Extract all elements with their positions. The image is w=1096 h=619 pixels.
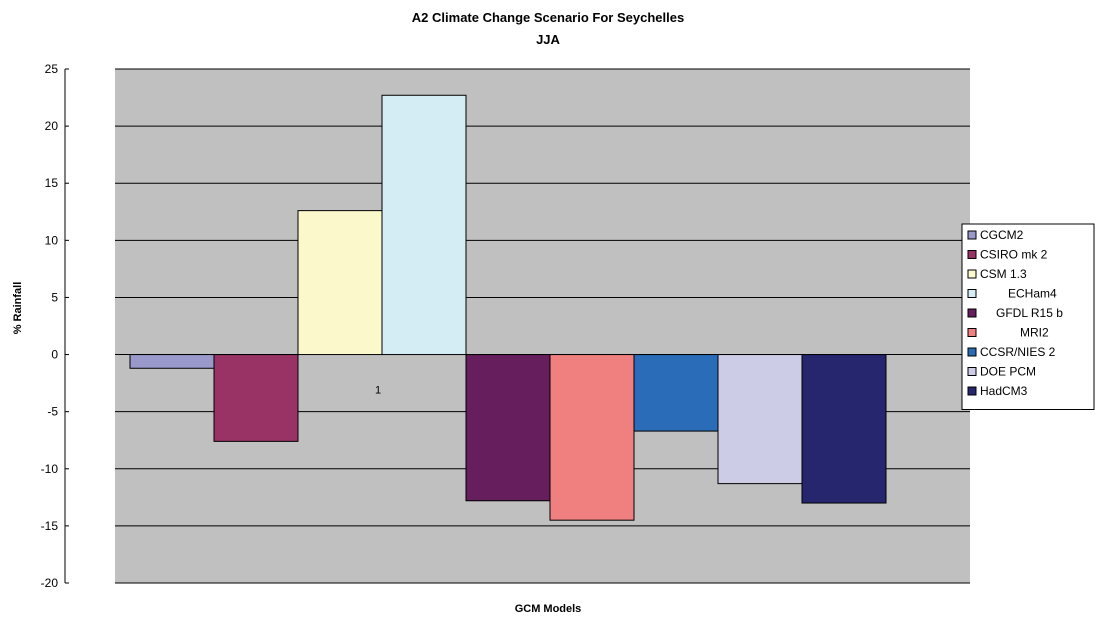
y-tick-label: -15 — [41, 519, 59, 533]
legend-swatch — [967, 250, 977, 259]
bar-csiro-mk-2 — [213, 354, 299, 442]
bar-mri2 — [549, 354, 635, 521]
legend-swatch — [967, 328, 977, 337]
legend-label: CSM 1.3 — [980, 267, 1027, 281]
legend-swatch — [967, 230, 977, 240]
category-labels: 1 — [375, 385, 381, 397]
plot-area — [115, 69, 970, 583]
legend-label: CSIRO mk 2 — [980, 248, 1048, 262]
chart-subtitle: JJA — [536, 32, 560, 47]
y-axis — [64, 68, 69, 584]
x-axis-label: GCM Models — [515, 603, 582, 615]
y-tick-label: 15 — [45, 176, 59, 190]
legend-swatch — [967, 347, 977, 357]
legend-label: ECHam4 — [1008, 287, 1057, 301]
bar-echam4 — [381, 94, 467, 356]
legend-swatch — [967, 269, 977, 279]
y-tick-label: 10 — [45, 233, 59, 247]
y-tick-label: 25 — [45, 62, 59, 76]
y-tick-label: 0 — [51, 348, 58, 362]
legend-label: GFDL R15 b — [996, 306, 1063, 320]
bar-hadcm3 — [801, 354, 887, 504]
bar-doe-pcm — [717, 354, 803, 485]
y-tick-label: -10 — [41, 462, 59, 476]
bars — [129, 94, 887, 521]
legend-label: DOE PCM — [980, 365, 1036, 379]
legend-box — [961, 223, 1095, 410]
bar-cgcm2 — [129, 354, 215, 369]
legend: CGCM2 CSIRO mk 2 CSM 1.3 ECHam4 GFDL R15 b MR… — [961, 223, 1095, 410]
legend-label: MRI2 — [1020, 326, 1049, 340]
legend-swatch — [967, 308, 977, 318]
legend-label: CGCM2 — [980, 228, 1024, 242]
bar-gfdl-r15-b — [465, 354, 551, 502]
bar-csm-1-3 — [297, 210, 383, 356]
legend-label: HadCM3 — [980, 384, 1028, 398]
y-tick-label: 20 — [45, 119, 59, 133]
y-tick-labels: 25 20 15 10 5 0 -5 -10 -15 -20 — [41, 62, 59, 590]
legend-swatch — [967, 289, 977, 298]
y-axis-label: % Rainfall — [12, 282, 24, 335]
y-tick-label: -5 — [47, 405, 58, 419]
chart-title: A2 Climate Change Scenario For Seychelle… — [412, 10, 684, 25]
bar-ccsr-nies-2 — [633, 354, 719, 432]
y-tick-label: 5 — [51, 290, 58, 304]
legend-label: CCSR/NIES 2 — [980, 345, 1056, 359]
legend-swatch — [967, 386, 977, 396]
category-label: 1 — [375, 385, 381, 397]
legend-swatch — [967, 367, 977, 376]
y-tick-label: -20 — [41, 576, 59, 590]
